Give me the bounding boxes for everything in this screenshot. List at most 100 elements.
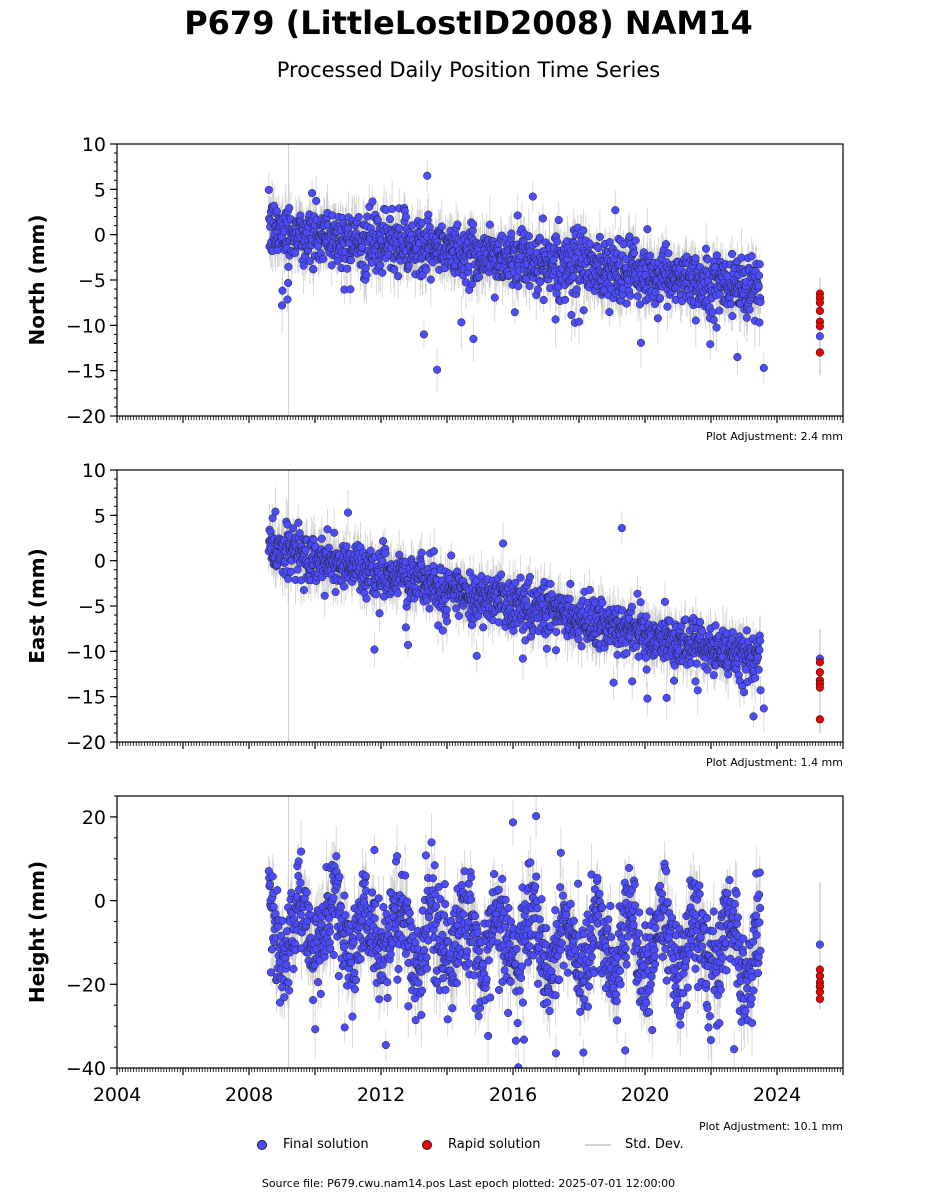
plot-adjustment: Plot Adjustment: 2.4 mm <box>706 430 843 443</box>
final-point <box>453 220 462 229</box>
panel-north: 10 5 0 −5 −10 −15 −20 North (mm) Plot Adjustment… <box>25 134 844 443</box>
final-point <box>539 295 548 305</box>
final-point <box>691 254 700 263</box>
final-point <box>579 226 588 235</box>
rapid-point <box>815 298 825 307</box>
rapid-point <box>815 348 825 357</box>
final-point <box>278 286 287 295</box>
final-point <box>309 265 318 274</box>
final-point <box>703 255 712 264</box>
final-point <box>324 543 333 552</box>
final-point <box>611 206 620 215</box>
final-point <box>533 285 543 294</box>
final-point <box>745 305 754 314</box>
final-point <box>747 252 756 261</box>
final-point <box>301 546 310 555</box>
plot-area <box>264 470 825 742</box>
final-point <box>373 215 382 224</box>
final-point <box>715 306 724 315</box>
final-point <box>485 220 494 229</box>
final-point <box>283 295 292 304</box>
final-point <box>622 299 631 308</box>
final-point <box>423 171 432 180</box>
final-point <box>574 317 584 326</box>
final-point <box>727 249 737 258</box>
final-point <box>305 257 314 266</box>
final-point <box>299 261 308 270</box>
chart-title: P679 (LittleLostID2008) NAM14 <box>184 4 753 42</box>
final-point <box>331 587 340 597</box>
final-point <box>691 316 700 325</box>
final-point <box>552 237 562 246</box>
final-point <box>362 594 371 603</box>
final-point <box>712 251 721 260</box>
final-point <box>605 307 614 317</box>
final-point <box>585 239 594 248</box>
final-point <box>403 640 413 650</box>
final-point <box>386 215 395 224</box>
final-point <box>264 185 273 194</box>
final-point <box>284 262 293 271</box>
final-point <box>755 260 764 269</box>
y-tick-label: 5 <box>94 179 106 201</box>
final-point <box>594 244 603 253</box>
final-point <box>712 323 721 332</box>
final-point <box>507 229 516 238</box>
final-point <box>742 313 751 322</box>
final-point <box>284 278 293 288</box>
final-point <box>708 308 717 317</box>
final-point <box>346 285 355 294</box>
final-point <box>378 268 387 277</box>
final-point <box>524 232 533 241</box>
final-point <box>514 282 523 291</box>
final-point <box>293 565 302 574</box>
y-tick-label: −5 <box>78 270 106 292</box>
final-point <box>393 589 402 598</box>
final-point <box>394 272 403 281</box>
final-point <box>299 586 308 595</box>
final-point <box>513 211 522 220</box>
final-point <box>366 546 375 555</box>
final-point <box>307 189 317 198</box>
final-point <box>554 216 563 225</box>
final-point <box>727 299 736 308</box>
final-point <box>490 293 499 302</box>
final-point <box>551 315 560 324</box>
final-point <box>701 244 711 253</box>
final-point <box>605 238 614 247</box>
final-point <box>538 214 547 223</box>
final-point <box>754 281 763 291</box>
final-point <box>536 278 545 287</box>
final-point <box>390 265 399 274</box>
y-tick-label: 0 <box>94 225 106 247</box>
final-point <box>572 285 581 294</box>
final-point <box>759 363 768 372</box>
final-point <box>362 271 371 280</box>
final-point <box>661 240 671 249</box>
final-point <box>354 212 363 222</box>
final-point <box>469 334 478 343</box>
final-point <box>404 261 413 270</box>
final-point <box>283 520 292 529</box>
final-point <box>368 197 377 206</box>
final-point <box>401 623 410 632</box>
y-tick-label: 10 <box>82 134 106 156</box>
final-point <box>289 524 298 533</box>
final-point <box>579 306 588 315</box>
final-point <box>636 338 646 347</box>
final-point <box>378 537 388 546</box>
final-point <box>313 242 323 251</box>
final-point <box>626 291 635 300</box>
final-point <box>653 314 662 323</box>
final-point <box>728 312 737 321</box>
final-point <box>457 318 466 327</box>
final-point <box>285 203 294 213</box>
final-point <box>401 212 410 221</box>
y-tick-label: −15 <box>66 361 106 383</box>
final-point <box>733 353 742 362</box>
final-point <box>294 518 303 527</box>
final-point <box>633 292 642 301</box>
final-point <box>525 281 534 290</box>
final-point <box>317 534 326 543</box>
final-point <box>422 265 431 274</box>
